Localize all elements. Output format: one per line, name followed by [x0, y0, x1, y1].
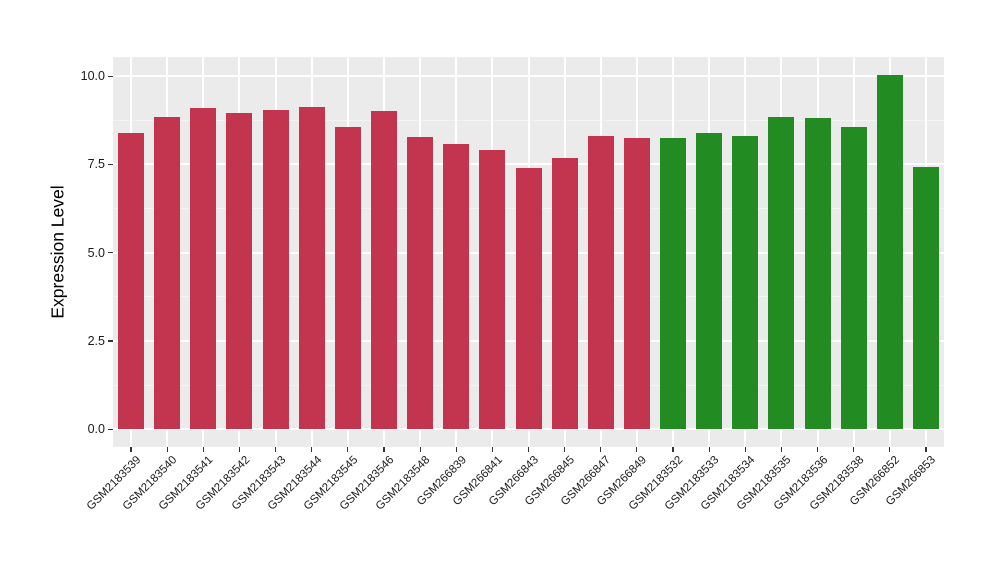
bar	[876, 74, 903, 430]
bar	[298, 107, 325, 430]
bar	[912, 167, 939, 430]
bar	[732, 135, 759, 430]
bar	[551, 158, 578, 430]
y-tick-label: 0.0	[87, 422, 105, 437]
y-tick-mark	[108, 340, 113, 342]
x-tick-mark	[527, 447, 530, 452]
bar	[190, 107, 217, 430]
x-tick-mark	[274, 447, 277, 452]
x-tick-mark	[925, 447, 927, 452]
x-tick-mark	[564, 447, 566, 452]
x-tick-mark	[130, 447, 132, 452]
bar	[118, 132, 145, 430]
x-tick-mark	[636, 447, 638, 452]
y-tick-label: 7.5	[87, 157, 105, 172]
y-tick-mark	[108, 75, 113, 77]
y-tick-label: 2.5	[87, 333, 105, 348]
y-tick-mark	[108, 163, 113, 166]
x-tick-mark	[491, 447, 493, 452]
x-tick-mark	[419, 447, 421, 452]
bar	[154, 116, 181, 430]
x-tick-mark	[166, 447, 168, 452]
x-tick-mark	[347, 447, 349, 452]
bar	[515, 167, 542, 430]
bar	[587, 136, 614, 430]
bar	[840, 126, 867, 430]
y-tick-label: 10.0	[80, 69, 105, 84]
x-tick-mark	[311, 447, 313, 452]
plot-panel	[113, 57, 944, 447]
bar	[660, 137, 687, 430]
y-axis-title: Expression Level	[47, 185, 68, 319]
y-tick-mark	[108, 252, 113, 254]
bar	[334, 126, 361, 430]
x-tick-mark	[708, 447, 710, 452]
bar	[443, 143, 470, 430]
x-tick-mark	[744, 447, 746, 452]
x-tick-mark	[889, 447, 891, 452]
bar	[623, 137, 650, 430]
bar	[226, 112, 253, 430]
x-tick-mark	[238, 447, 241, 452]
y-tick-label: 5.0	[87, 245, 105, 260]
x-tick-mark	[816, 447, 819, 452]
x-tick-mark	[600, 447, 602, 452]
x-tick-mark	[202, 447, 204, 452]
bar	[370, 111, 397, 430]
bar	[768, 117, 795, 430]
bar	[696, 133, 723, 430]
x-tick-mark	[780, 447, 782, 452]
x-tick-mark	[383, 447, 385, 452]
bar	[804, 117, 831, 430]
x-tick-mark	[455, 447, 457, 452]
bar	[407, 137, 434, 430]
x-tick-mark	[672, 447, 674, 452]
bar	[479, 150, 506, 430]
bar	[262, 109, 289, 430]
x-tick-mark	[853, 447, 855, 452]
y-tick-mark	[108, 428, 113, 430]
